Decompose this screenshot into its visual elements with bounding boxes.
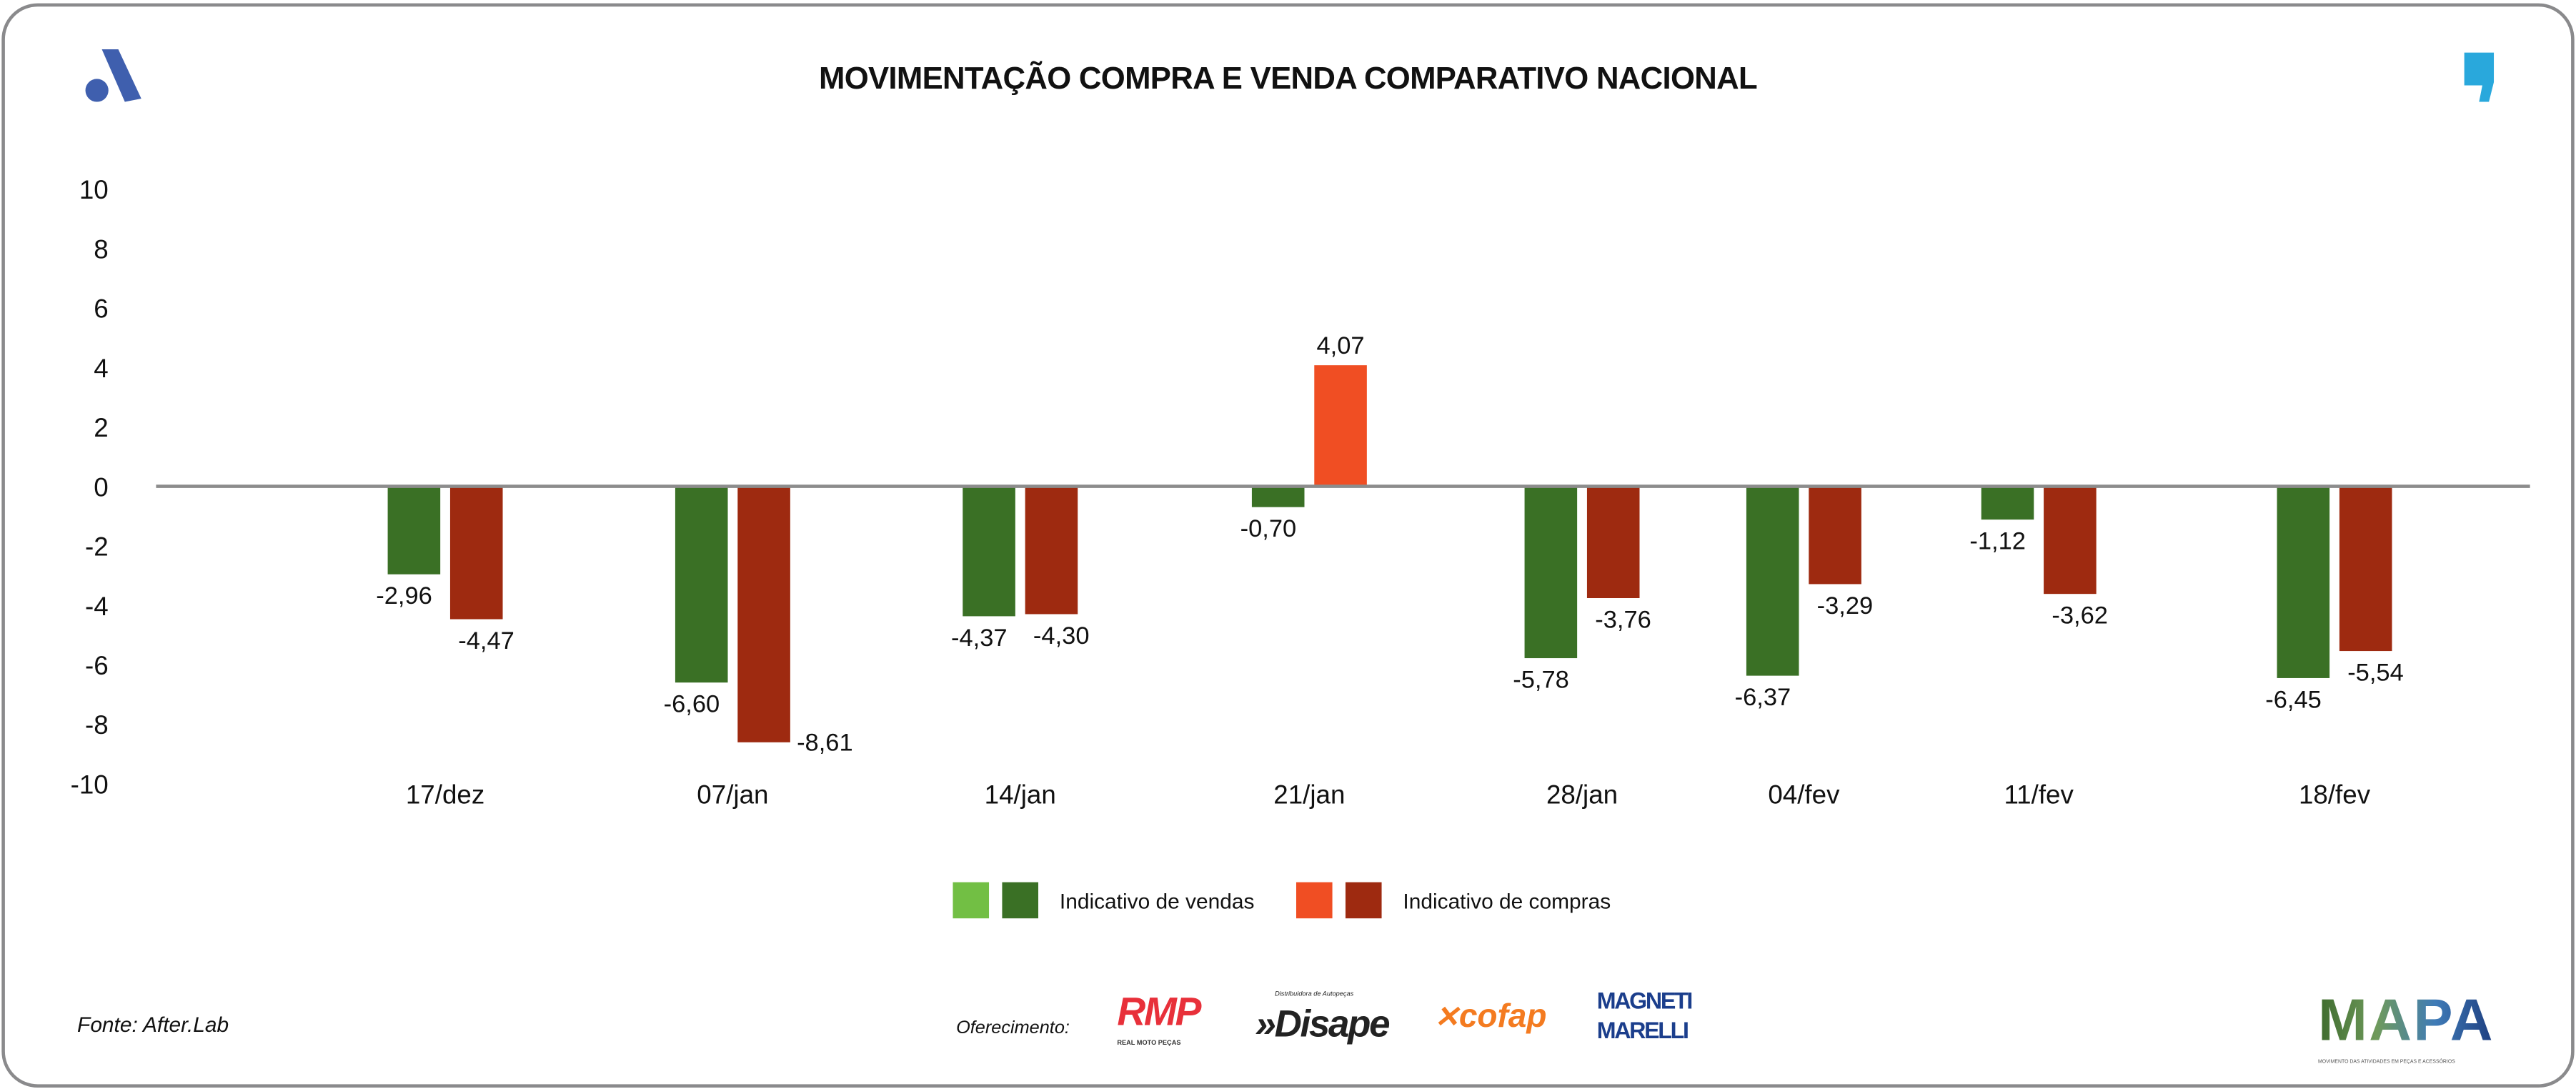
data-label: -3,62 <box>2052 602 2108 630</box>
x-tick-label: 11/fev <box>2004 780 2074 809</box>
source-note: Fonte: After.Lab <box>77 1012 229 1037</box>
bar-compras <box>1586 486 1640 599</box>
data-label: -6,37 <box>1735 684 1791 711</box>
logo-mapa-text: MAPA <box>2318 985 2495 1053</box>
legend-vendas: Indicativo de vendas <box>953 882 1254 919</box>
logo-disape-text: »Disape <box>1255 1002 1391 1045</box>
x-tick-label: 07/jan <box>697 780 768 809</box>
bar-vendas <box>1251 486 1305 507</box>
legend-label: Indicativo de compras <box>1403 887 1611 913</box>
logo-a-icon <box>85 49 141 102</box>
data-label: 4,07 <box>1317 332 1365 359</box>
logo-cofap-text: cofap <box>1458 998 1547 1035</box>
y-tick-label: -8 <box>85 710 109 740</box>
bar-compras <box>2044 486 2097 595</box>
bar-vendas <box>2277 486 2330 678</box>
data-label: -6,60 <box>664 691 720 718</box>
logo-disape: Distribuidora de Autopeças »Disape <box>1255 989 1391 1045</box>
bar-compras <box>449 486 503 620</box>
sponsor-label: Oferecimento: <box>956 1018 1070 1039</box>
logo-cofap: ✕cofap <box>1434 998 1547 1035</box>
legend-swatch-light <box>1296 882 1333 919</box>
y-tick-label: 0 <box>94 472 108 502</box>
x-tick-label: 17/dez <box>406 780 484 809</box>
data-label: -4,47 <box>458 627 514 655</box>
x-tick-label: 14/jan <box>985 780 1056 809</box>
data-label: -4,30 <box>1033 622 1090 650</box>
x-tick-label: 18/fev <box>2299 780 2371 809</box>
bar-vendas <box>963 486 1015 617</box>
data-label: -4,37 <box>951 625 1008 652</box>
logo-comma-icon <box>2464 52 2495 102</box>
logo-rmp-sub: REAL MOTO PEÇAS <box>1117 1038 1181 1047</box>
data-label: -6,45 <box>2265 686 2322 713</box>
x-tick-label: 28/jan <box>1546 780 1618 809</box>
logo-mapa: MAPA MOVIMENTO DAS ATIVIDADES EM PEÇAS E… <box>2318 985 2495 1066</box>
logo-magneti-marelli: MAGNETI MARELLI <box>1597 985 1699 1045</box>
x-tick-label: 04/fev <box>1768 780 1840 809</box>
y-tick-label: 2 <box>94 413 108 442</box>
y-tick-label: -6 <box>85 651 109 680</box>
bar-chart: 10 8 6 4 2 0 -2 -4 -6 -8 -10 17/dez -2,96 -4,47 07/jan… <box>71 175 2530 809</box>
data-label: -3,29 <box>1817 592 1874 620</box>
bar-vendas <box>675 486 728 683</box>
logo-rmp-text: RMP <box>1117 990 1201 1035</box>
logo-disape-sub: Distribuidora de Autopeças <box>1275 989 1354 998</box>
bar-vendas <box>387 486 441 575</box>
logo-mapa-sub: MOVIMENTO DAS ATIVIDADES EM PEÇAS E ACES… <box>2318 1058 2455 1065</box>
legend-swatch-dark <box>1002 882 1039 919</box>
data-label: -5,78 <box>1513 666 1569 693</box>
y-tick-label: 4 <box>94 354 108 383</box>
data-label: -3,76 <box>1595 606 1651 633</box>
y-tick-label: 10 <box>79 175 109 204</box>
y-tick-label: 6 <box>94 294 108 324</box>
legend-label: Indicativo de vendas <box>1059 887 1255 913</box>
data-label: -5,54 <box>2347 659 2404 686</box>
y-tick-label: -2 <box>85 532 109 562</box>
legend-compras: Indicativo de compras <box>1296 882 1611 919</box>
y-tick-label: -4 <box>85 592 109 621</box>
x-tick-label: 21/jan <box>1273 780 1345 809</box>
bar-compras <box>1314 365 1367 487</box>
data-label: -1,12 <box>1969 528 2026 555</box>
legend-swatch-dark <box>1345 882 1382 919</box>
data-label: -0,70 <box>1240 515 1297 542</box>
logo-rmp: RMP REAL MOTO PEÇAS <box>1117 990 1201 1048</box>
data-label: -8,61 <box>797 729 853 756</box>
legend-swatch-light <box>953 882 990 919</box>
y-tick-label: -10 <box>71 770 109 799</box>
bar-vendas <box>1746 486 1799 676</box>
bar-compras <box>737 486 790 742</box>
y-tick-label: 8 <box>94 234 108 264</box>
bar-vendas <box>1524 486 1578 659</box>
bar-compras <box>1809 486 1861 585</box>
bar-vendas <box>1981 486 2034 520</box>
logo-magneti-text: MAGNETI MARELLI <box>1596 987 1694 1043</box>
chart-title: MOVIMENTAÇÃO COMPRA E VENDA COMPARATIVO … <box>818 62 1758 97</box>
data-label: -2,96 <box>376 582 432 610</box>
bar-compras <box>2339 486 2392 652</box>
bar-compras <box>1025 486 1078 615</box>
